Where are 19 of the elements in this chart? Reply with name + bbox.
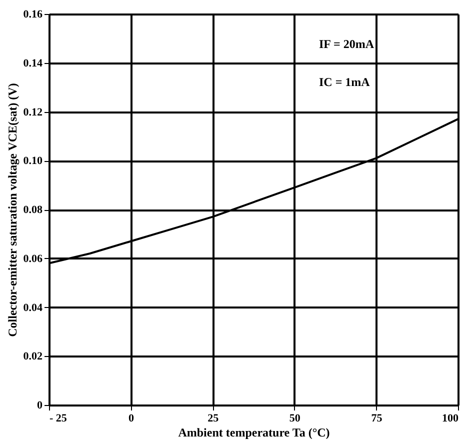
y-tick-label: 0.06 xyxy=(23,252,43,265)
y-tick-label: 0.12 xyxy=(23,106,43,118)
y-tick-label: 0.04 xyxy=(23,302,43,314)
y-tick-label: 0 xyxy=(37,400,43,412)
y-tick-label: 0.16 xyxy=(23,8,43,20)
x-tick-label: 50 xyxy=(289,412,301,424)
y-tick-label: 0.08 xyxy=(23,204,43,216)
y-tick-label: 0.02 xyxy=(23,350,43,363)
x-tick-label: 25 xyxy=(208,412,220,424)
y-axis-title: Collector-emitter saturation voltage VCE(sat) (V) xyxy=(5,83,20,337)
x-tick-label: - 25 xyxy=(50,412,68,424)
y-tick-label: 0.14 xyxy=(23,57,43,70)
y-tick-label: 0.10 xyxy=(23,155,43,168)
annotation: IC = 1mA xyxy=(319,75,370,89)
annotation: IF = 20mA xyxy=(319,37,374,51)
x-tick-label: 0 xyxy=(128,412,135,424)
x-tick-label: 75 xyxy=(371,412,383,424)
x-tick-label: 100 xyxy=(442,412,459,424)
x-axis-title: Ambient temperature Ta (°C) xyxy=(178,426,330,440)
